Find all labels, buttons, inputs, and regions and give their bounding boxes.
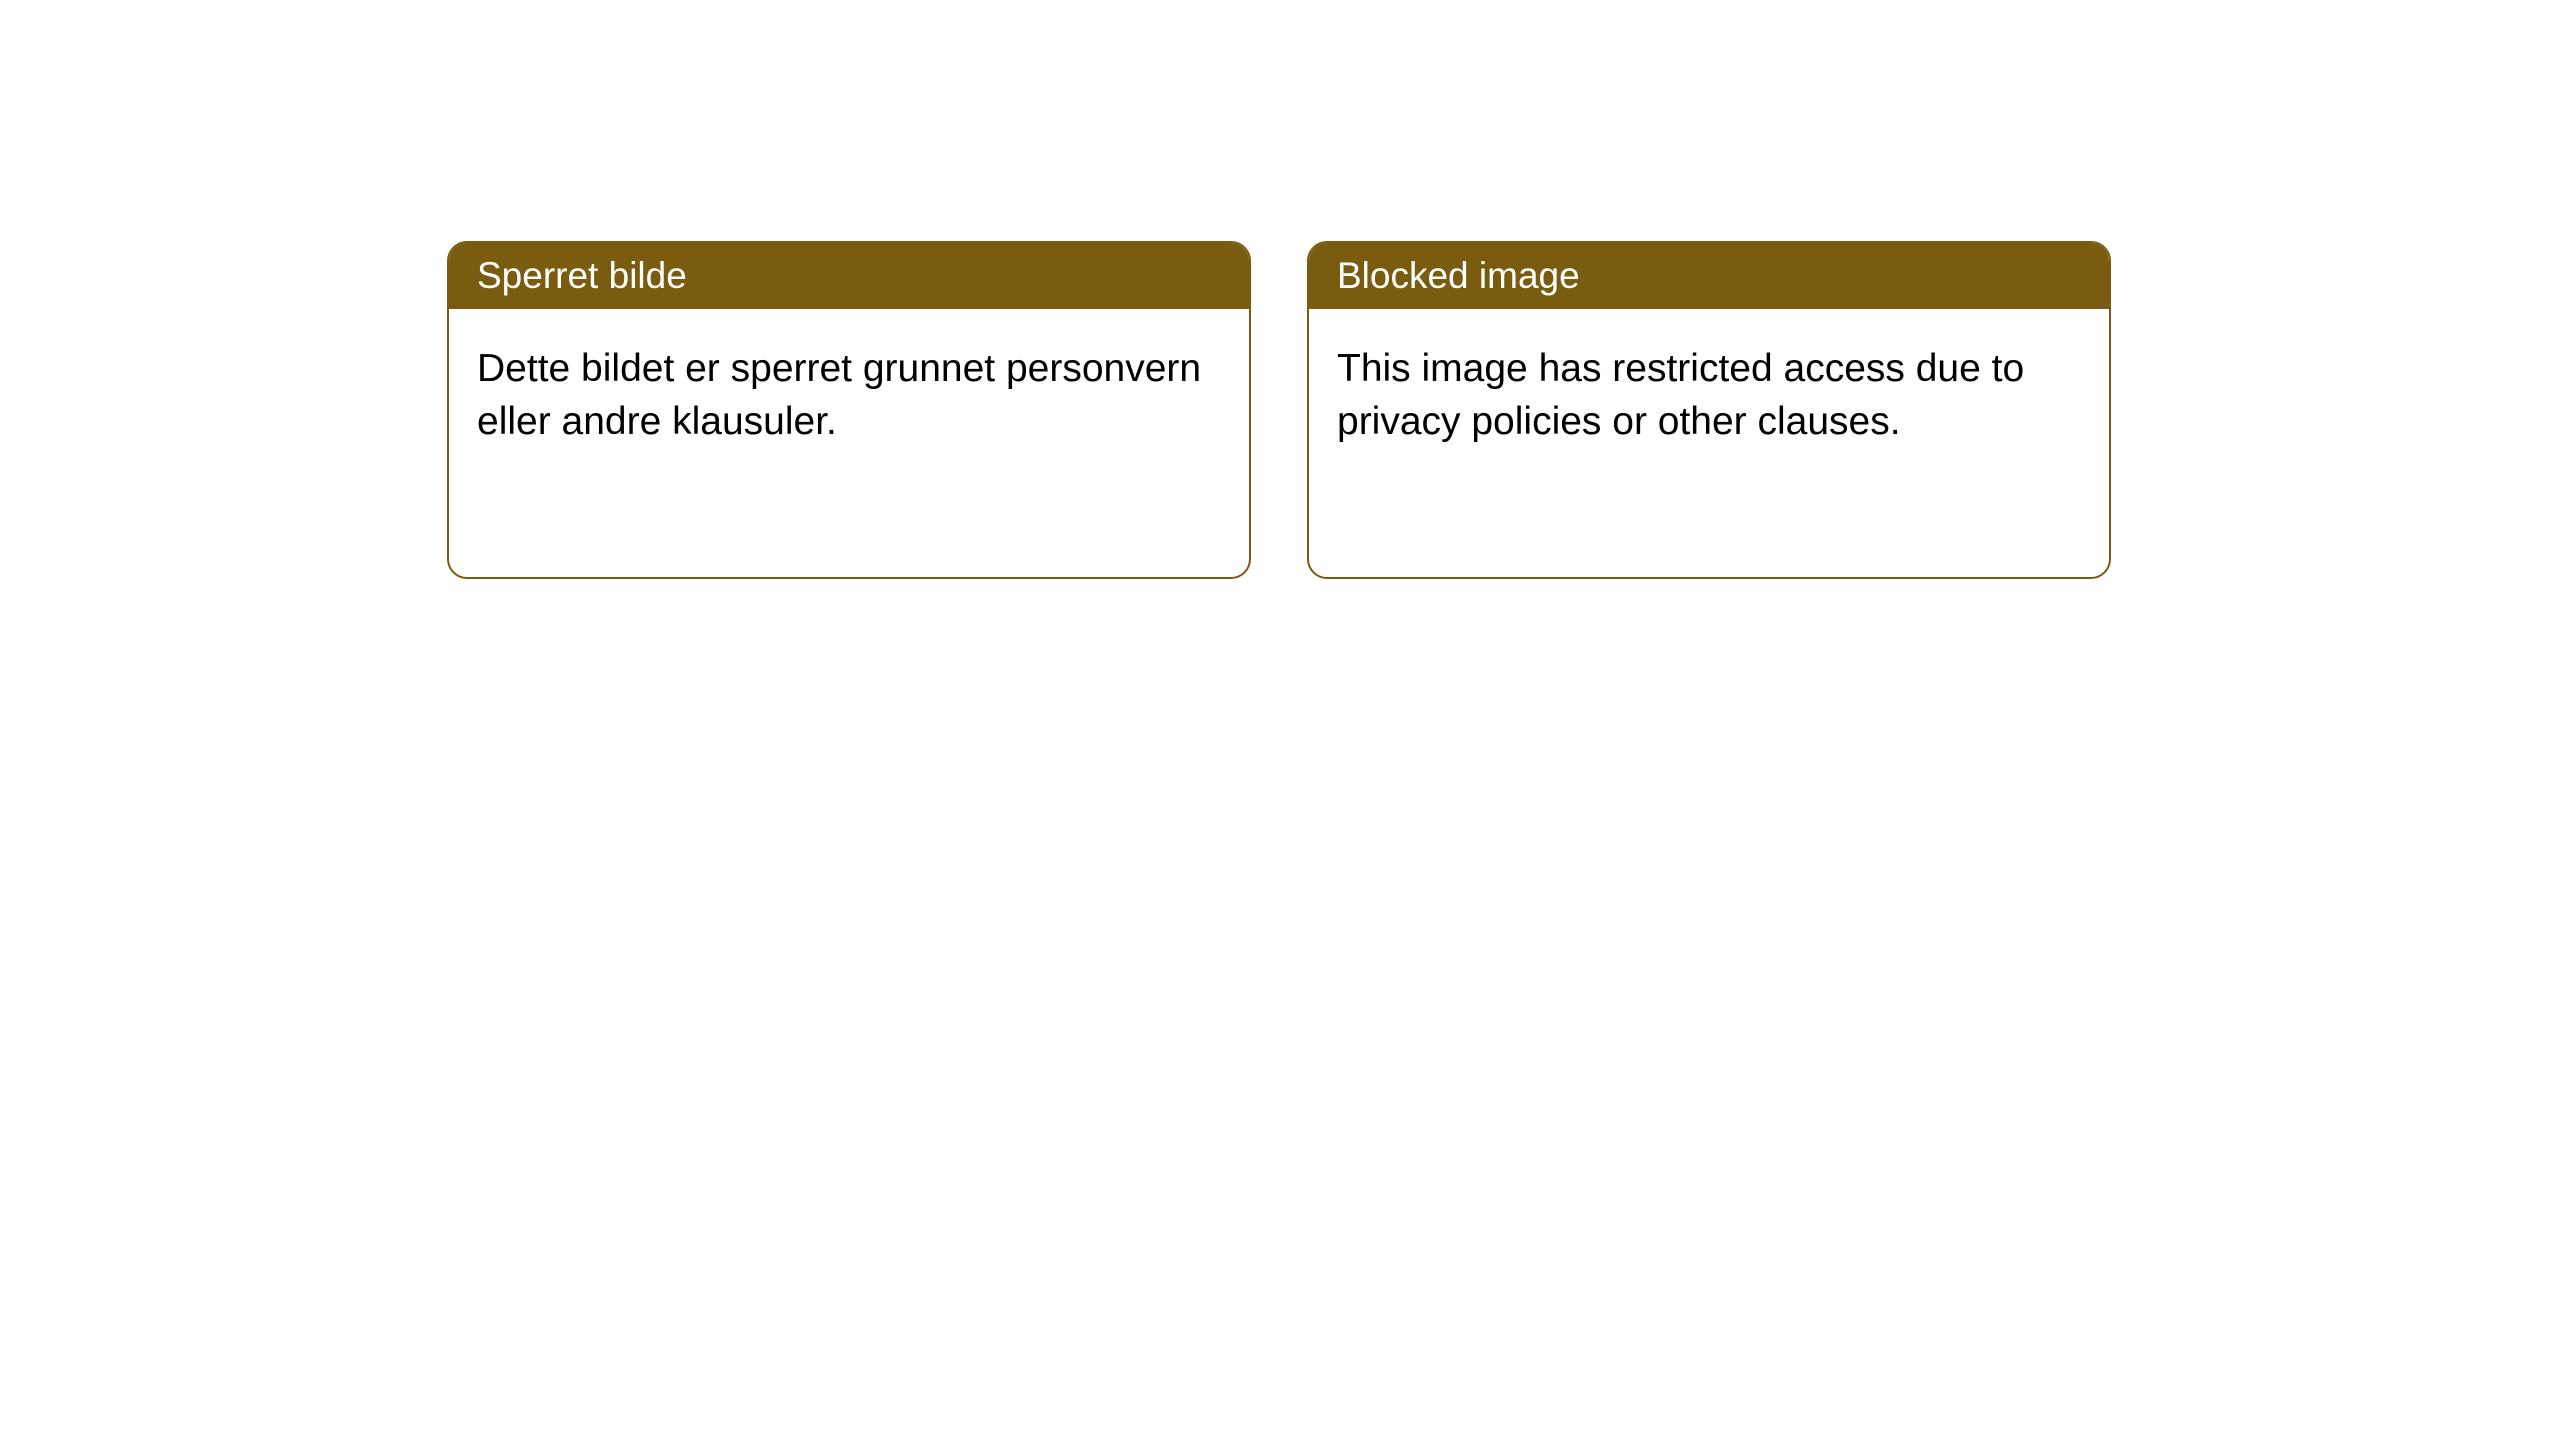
notice-body: This image has restricted access due to …: [1309, 309, 2109, 482]
notice-header: Blocked image: [1309, 243, 2109, 309]
notice-card-norwegian: Sperret bilde Dette bildet er sperret gr…: [447, 241, 1251, 579]
notice-body: Dette bildet er sperret grunnet personve…: [449, 309, 1249, 482]
notice-card-english: Blocked image This image has restricted …: [1307, 241, 2111, 579]
notice-header: Sperret bilde: [449, 243, 1249, 309]
notice-container: Sperret bilde Dette bildet er sperret gr…: [447, 241, 2111, 579]
